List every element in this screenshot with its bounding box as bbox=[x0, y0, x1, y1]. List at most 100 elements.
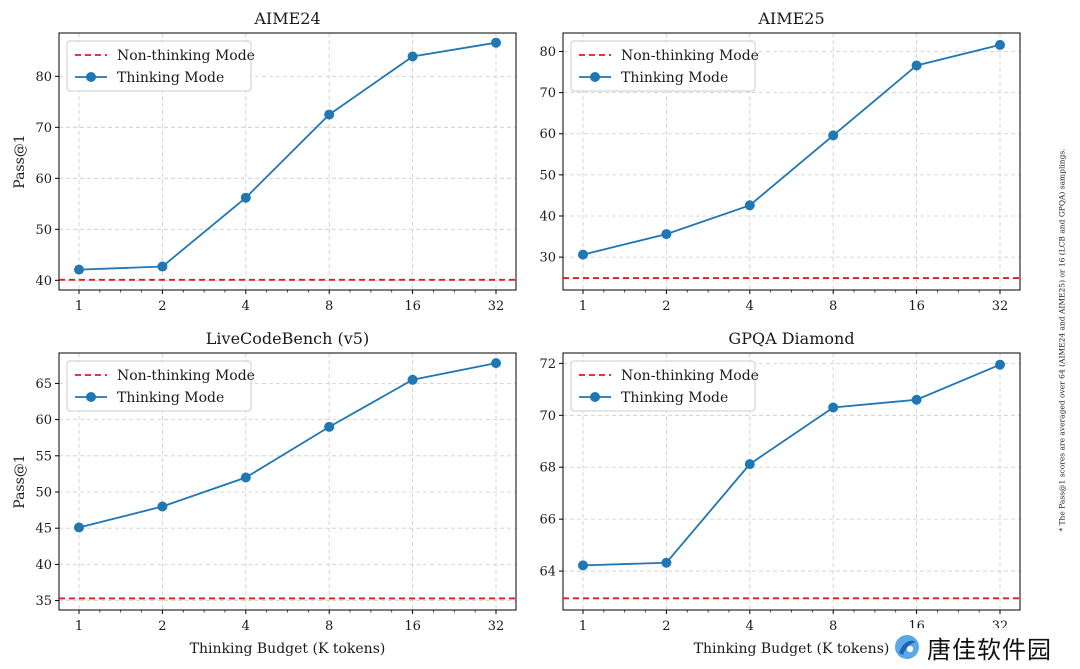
y-tick-label: 70 bbox=[35, 121, 52, 136]
data-point bbox=[995, 39, 1005, 50]
data-point bbox=[911, 60, 922, 71]
data-point bbox=[240, 192, 251, 203]
y-tick-label: 80 bbox=[35, 70, 52, 85]
data-point bbox=[157, 501, 168, 512]
data-point bbox=[744, 200, 755, 211]
x-tick-label: 2 bbox=[158, 299, 166, 314]
series-line bbox=[78, 41, 497, 271]
data-point bbox=[828, 402, 839, 413]
data-point bbox=[324, 109, 335, 120]
y-tick-label: 80 bbox=[539, 45, 556, 60]
y-tick-label: 45 bbox=[35, 522, 52, 537]
y-tick-label: 60 bbox=[539, 127, 556, 142]
x-tick-label: 32 bbox=[992, 299, 1009, 314]
subplot-1: 1 2 4 8 16 32 40 50 60 70 80 AIME24 Pass@1 Non-thinki… bbox=[12, 9, 517, 314]
x-tick-label: 32 bbox=[488, 299, 505, 314]
y-tick-label: 50 bbox=[35, 485, 52, 500]
legend-series-label: Thinking Mode bbox=[621, 390, 728, 406]
y-tick-label: 55 bbox=[35, 449, 52, 464]
subplot-title: LiveCodeBench (v5) bbox=[206, 329, 369, 348]
watermark-text: 唐佳软件园 bbox=[927, 635, 1052, 664]
y-axis-label: Pass@1 bbox=[12, 134, 28, 188]
y-tick-label: 68 bbox=[539, 461, 556, 476]
y-tick-label: 60 bbox=[35, 172, 52, 187]
x-tick-label: 2 bbox=[662, 619, 670, 634]
y-tick-label: 40 bbox=[35, 274, 52, 289]
series-line bbox=[582, 44, 1001, 256]
data-point bbox=[578, 249, 588, 260]
watermark-logo-icon bbox=[895, 635, 919, 659]
y-tick-label: 40 bbox=[539, 209, 556, 224]
x-tick-label: 8 bbox=[325, 619, 333, 634]
subplot-3: 1 2 4 8 16 32 35 40 45 50 55 60 65 LiveCodeBench (v5)… bbox=[12, 329, 517, 657]
legend-baseline-label: Non-thinking Mode bbox=[621, 368, 759, 384]
y-tick-label: 65 bbox=[35, 377, 52, 392]
data-point bbox=[74, 522, 84, 533]
legend-series-marker bbox=[590, 72, 600, 82]
data-point bbox=[324, 421, 335, 432]
legend-baseline-label: Non-thinking Mode bbox=[117, 48, 255, 64]
y-tick-label: 66 bbox=[539, 513, 556, 528]
y-tick-label: 40 bbox=[35, 558, 52, 573]
y-axis-label: Pass@1 bbox=[12, 454, 28, 508]
data-point bbox=[661, 229, 672, 240]
y-tick-label: 72 bbox=[539, 357, 556, 372]
x-tick-label: 2 bbox=[158, 619, 166, 634]
y-tick-label: 30 bbox=[539, 251, 556, 266]
data-point bbox=[74, 264, 84, 275]
x-tick-label: 4 bbox=[242, 619, 250, 634]
data-point bbox=[911, 394, 922, 405]
subplot-2: 1 2 4 8 16 32 30 40 50 60 70 80 AIME25 Non-thinking M… bbox=[539, 9, 1021, 314]
y-tick-label: 64 bbox=[539, 565, 556, 580]
legend-box bbox=[66, 360, 252, 412]
y-tick-label: 70 bbox=[539, 86, 556, 101]
data-point bbox=[828, 130, 839, 141]
legend-series-label: Thinking Mode bbox=[117, 390, 224, 406]
x-tick-label: 16 bbox=[404, 619, 421, 634]
y-tick-label: 35 bbox=[35, 594, 52, 609]
x-tick-label: 16 bbox=[404, 299, 421, 314]
subplot-title: AIME24 bbox=[253, 9, 320, 28]
x-tick-label: 4 bbox=[242, 299, 250, 314]
series-line bbox=[582, 363, 1001, 567]
subplot-title: AIME25 bbox=[757, 9, 824, 28]
x-tick-label: 1 bbox=[579, 619, 587, 634]
data-point bbox=[578, 560, 588, 571]
data-point bbox=[407, 51, 418, 62]
data-point bbox=[240, 472, 251, 483]
x-axis-label: Thinking Budget (K tokens) bbox=[694, 641, 890, 657]
side-note: * The Pass@1 scores are averaged over 64… bbox=[1057, 148, 1067, 532]
watermark: 唐佳软件园 bbox=[893, 628, 1078, 666]
x-tick-label: 16 bbox=[908, 299, 925, 314]
y-tick-label: 50 bbox=[35, 223, 52, 238]
data-point bbox=[407, 374, 418, 385]
y-tick-label: 70 bbox=[539, 409, 556, 424]
x-axis-label: Thinking Budget (K tokens) bbox=[190, 641, 386, 657]
y-tick-label: 50 bbox=[539, 168, 556, 183]
series-line bbox=[78, 362, 497, 529]
legend-series-marker bbox=[86, 72, 96, 82]
x-tick-label: 1 bbox=[75, 299, 83, 314]
x-tick-label: 8 bbox=[829, 299, 837, 314]
data-point bbox=[995, 359, 1005, 370]
legend-series-marker bbox=[590, 392, 600, 402]
data-point bbox=[491, 358, 501, 369]
y-tick-label: 60 bbox=[35, 413, 52, 428]
x-tick-label: 4 bbox=[746, 619, 754, 634]
x-tick-label: 4 bbox=[746, 299, 754, 314]
legend-box bbox=[570, 360, 756, 412]
legend-baseline-label: Non-thinking Mode bbox=[621, 48, 759, 64]
legend-box bbox=[66, 40, 252, 92]
legend-series-label: Thinking Mode bbox=[117, 70, 224, 86]
data-point bbox=[491, 37, 501, 48]
legend-series-label: Thinking Mode bbox=[621, 70, 728, 86]
data-point bbox=[157, 261, 168, 272]
x-tick-label: 1 bbox=[75, 619, 83, 634]
x-tick-label: 8 bbox=[829, 619, 837, 634]
x-tick-label: 2 bbox=[662, 299, 670, 314]
x-tick-label: 8 bbox=[325, 299, 333, 314]
x-tick-label: 1 bbox=[579, 299, 587, 314]
subplot-title: GPQA Diamond bbox=[728, 329, 854, 348]
